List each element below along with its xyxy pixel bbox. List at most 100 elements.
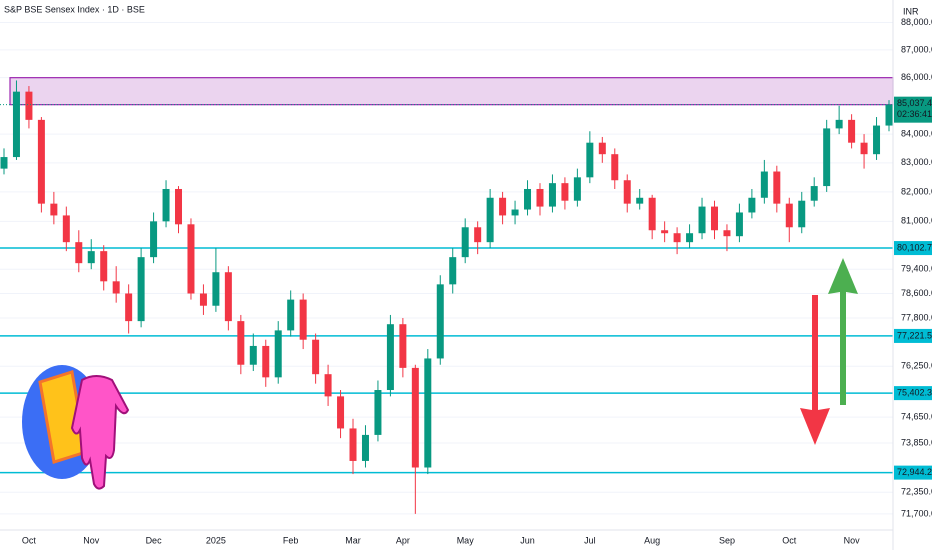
y-tick-label: 82,000.00 bbox=[901, 186, 932, 196]
candle-body bbox=[37, 119, 45, 204]
candle-body bbox=[299, 299, 307, 340]
candle-body bbox=[623, 180, 631, 204]
x-tick-label: Nov bbox=[83, 535, 100, 545]
x-tick-label: Dec bbox=[146, 535, 163, 545]
x-tick-label: May bbox=[457, 535, 475, 545]
resistance-zone bbox=[9, 77, 894, 106]
candle-body bbox=[611, 154, 619, 181]
candle-body bbox=[486, 197, 494, 243]
candle-body bbox=[249, 345, 257, 365]
candle-body bbox=[125, 293, 133, 322]
x-tick-label: Nov bbox=[844, 535, 861, 545]
level-tag bbox=[894, 241, 932, 256]
candle-body bbox=[12, 91, 20, 158]
candle-body bbox=[474, 227, 482, 243]
candle-body bbox=[648, 197, 656, 231]
y-tick-label: 87,000.00 bbox=[901, 44, 932, 54]
x-tick-label: Sep bbox=[719, 535, 735, 545]
candle-body bbox=[810, 186, 818, 201]
candle-body bbox=[449, 257, 457, 285]
candle-body bbox=[62, 215, 70, 243]
y-tick-label: 76,250.00 bbox=[901, 361, 932, 371]
level-label: 77,221.52 bbox=[897, 330, 932, 340]
candle-body bbox=[436, 284, 444, 359]
candle-body bbox=[499, 197, 507, 216]
candle-body bbox=[237, 321, 245, 365]
y-tick-label: 78,600.00 bbox=[901, 288, 932, 298]
candle-body bbox=[187, 224, 195, 294]
candle-body bbox=[137, 257, 145, 322]
candle-body bbox=[760, 171, 768, 198]
candle-body bbox=[361, 434, 369, 461]
candle-body bbox=[748, 197, 756, 213]
candle-body bbox=[324, 374, 332, 397]
x-tick-label: Feb bbox=[283, 535, 299, 545]
candle-body bbox=[75, 242, 83, 264]
candle-body bbox=[25, 91, 33, 120]
candle-body bbox=[87, 251, 95, 264]
level-label: 80,102.79 bbox=[897, 242, 932, 252]
candle-body bbox=[785, 203, 793, 228]
last-price-label: 85,037.42 bbox=[897, 98, 932, 108]
candle-body bbox=[686, 233, 694, 243]
up-arrow bbox=[828, 258, 858, 405]
candle-body bbox=[548, 183, 556, 207]
x-tick-label: Mar bbox=[345, 535, 361, 545]
candle-body bbox=[212, 272, 220, 306]
y-tick-label: 84,000.00 bbox=[901, 128, 932, 138]
level-tag bbox=[894, 386, 932, 401]
candle-body bbox=[287, 299, 295, 331]
currency: INR bbox=[903, 6, 919, 16]
level-tag bbox=[894, 465, 932, 480]
candle-body bbox=[399, 324, 407, 368]
candle-body bbox=[162, 188, 170, 222]
hand bbox=[70, 375, 130, 490]
candle-body bbox=[561, 183, 569, 201]
candle-body bbox=[511, 209, 519, 216]
down-arrow bbox=[800, 295, 830, 445]
candle-body bbox=[50, 203, 58, 216]
countdown: 02:36:41 bbox=[897, 109, 932, 119]
y-tick-label: 73,850.00 bbox=[901, 437, 932, 447]
chart-title: S&P BSE Sensex Index · 1D · BSE bbox=[4, 4, 145, 14]
candle-body bbox=[424, 358, 432, 468]
y-tick-label: 86,000.00 bbox=[901, 72, 932, 82]
candle-body bbox=[175, 188, 183, 225]
y-tick-label: 79,400.00 bbox=[901, 264, 932, 274]
candle-body bbox=[860, 142, 868, 155]
last-price-tag bbox=[894, 96, 932, 123]
candle-body bbox=[386, 324, 394, 391]
x-tick-label: Jul bbox=[584, 535, 596, 545]
y-tick-label: 77,800.00 bbox=[901, 312, 932, 322]
y-tick-label: 81,000.00 bbox=[901, 216, 932, 226]
candle-body bbox=[885, 104, 893, 126]
x-tick-label: Apr bbox=[396, 535, 410, 545]
candle-body bbox=[586, 142, 594, 178]
candle-body bbox=[873, 125, 881, 155]
candle-body bbox=[374, 390, 382, 435]
x-tick-label: 2025 bbox=[206, 535, 226, 545]
candle-body bbox=[723, 230, 731, 237]
y-tick-label: 72,350.00 bbox=[901, 487, 932, 497]
candle-body bbox=[573, 177, 581, 201]
candle-body bbox=[848, 119, 856, 143]
x-tick-label: Jun bbox=[520, 535, 535, 545]
candle-body bbox=[199, 293, 207, 306]
x-tick-label: Oct bbox=[782, 535, 797, 545]
y-tick-label: 88,000.00 bbox=[901, 17, 932, 27]
y-tick-label: 74,650.00 bbox=[901, 412, 932, 422]
candle-body bbox=[112, 281, 120, 294]
candle-body bbox=[823, 128, 831, 187]
x-tick-label: Aug bbox=[644, 535, 660, 545]
zone-layer bbox=[9, 77, 894, 106]
candle-body bbox=[798, 200, 806, 228]
x-tick-label: Oct bbox=[22, 535, 37, 545]
candle-body bbox=[312, 339, 320, 375]
candle-body bbox=[262, 345, 270, 378]
candle-body bbox=[598, 142, 606, 155]
candle-body bbox=[461, 227, 469, 258]
y-tick-label: 71,700.00 bbox=[901, 508, 932, 518]
candle-body bbox=[773, 171, 781, 204]
candle-body bbox=[735, 212, 743, 237]
